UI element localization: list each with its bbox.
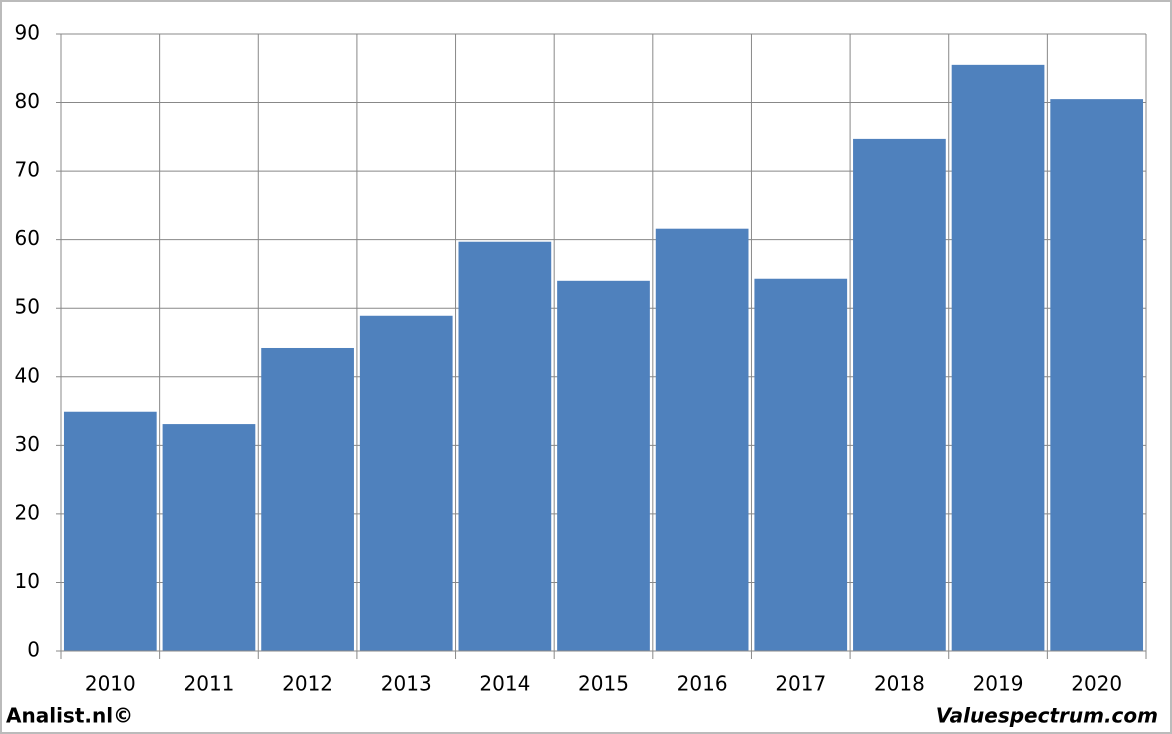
x-tick-label: 2010 xyxy=(85,672,136,696)
x-tick-label: 2018 xyxy=(874,672,925,696)
bar xyxy=(261,347,354,651)
x-tick-label: 2015 xyxy=(578,672,629,696)
bar xyxy=(655,228,749,651)
x-tick-label: 2017 xyxy=(775,672,826,696)
x-tick-label: 2019 xyxy=(973,672,1024,696)
x-tick-label: 2016 xyxy=(677,672,728,696)
bar xyxy=(1050,99,1144,651)
y-tick-label: 80 xyxy=(15,89,40,113)
y-tick-label: 30 xyxy=(15,432,40,456)
bar xyxy=(63,411,157,651)
x-tick-label: 2011 xyxy=(184,672,235,696)
y-tick-label: 70 xyxy=(15,158,40,182)
bar xyxy=(951,64,1045,652)
x-tick-label: 2013 xyxy=(381,672,432,696)
y-tick-label: 90 xyxy=(15,21,40,45)
y-tick-label: 60 xyxy=(15,226,40,250)
credit-right: Valuespectrum.com xyxy=(936,704,1158,728)
y-tick-label: 10 xyxy=(15,569,40,593)
bar xyxy=(754,278,848,651)
bar xyxy=(162,424,256,651)
y-tick-label: 50 xyxy=(15,295,40,319)
y-tick-label: 0 xyxy=(27,638,40,662)
y-tick-label: 40 xyxy=(15,363,40,387)
x-tick-label: 2020 xyxy=(1071,672,1122,696)
bar xyxy=(359,315,453,651)
x-tick-label: 2012 xyxy=(282,672,333,696)
bar xyxy=(853,138,946,651)
y-tick-label: 20 xyxy=(15,500,40,524)
bar xyxy=(557,280,650,651)
bar xyxy=(458,241,552,651)
credit-left: Analist.nl© xyxy=(6,704,133,728)
x-tick-label: 2014 xyxy=(479,672,530,696)
